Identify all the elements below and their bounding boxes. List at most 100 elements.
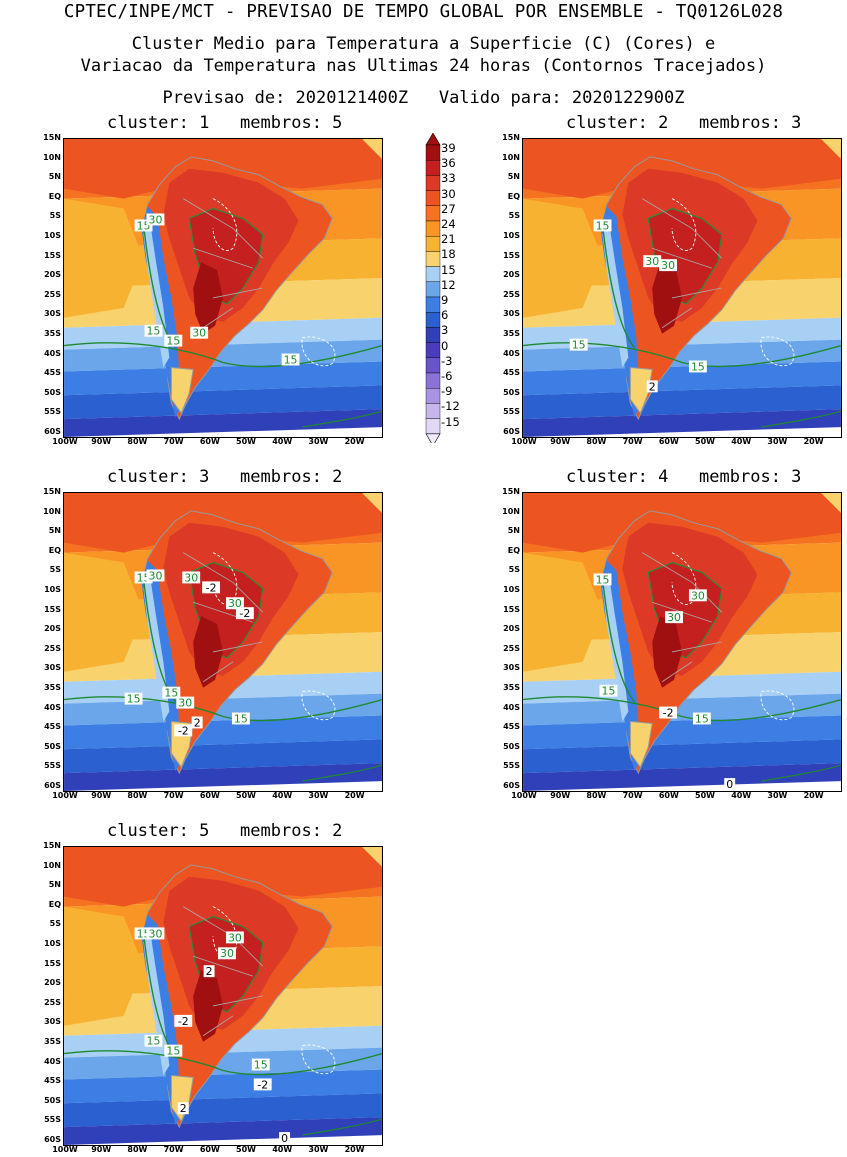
lat-label: 15S xyxy=(503,250,520,260)
contour-label-text: 15 xyxy=(166,1045,180,1058)
lat-label: 30S xyxy=(44,663,61,673)
lon-label: 100W xyxy=(52,791,78,800)
contour-label: 30 xyxy=(225,597,244,610)
contour-label: 30 xyxy=(190,327,209,340)
colorbar-label: -12 xyxy=(441,399,460,414)
lat-label: 50S xyxy=(44,387,61,397)
lon-label: 60W xyxy=(658,791,679,800)
contour-label-text: 30 xyxy=(192,327,206,340)
lon-label: 40W xyxy=(272,1145,293,1154)
lat-label: 25S xyxy=(44,643,61,653)
contour-label: -2 xyxy=(174,724,193,737)
lat-label: 30S xyxy=(503,309,520,319)
lat-label: 40S xyxy=(503,348,520,358)
colorbar-label: 27 xyxy=(441,201,456,216)
lat-label: 15N xyxy=(43,487,61,496)
lat-label: 45S xyxy=(503,722,520,732)
contour-label-text: 15 xyxy=(284,353,298,366)
lon-label: 50W xyxy=(236,437,256,446)
lat-label: 10S xyxy=(44,585,61,594)
lon-label: 40W xyxy=(272,437,293,446)
contour-label: 15 xyxy=(231,712,250,725)
lon-label: 60W xyxy=(658,437,679,446)
contour-label: 15 xyxy=(692,712,711,725)
contour-label-text: 15 xyxy=(147,1035,161,1048)
contour-label: 30 xyxy=(146,927,165,940)
contour-label: 30 xyxy=(182,571,201,584)
contour-label-text: 15 xyxy=(596,219,610,232)
contour-label: 15 xyxy=(688,360,707,373)
lat-label: 40S xyxy=(503,702,520,712)
lon-label: 30W xyxy=(308,1145,329,1154)
contour-label: -2 xyxy=(253,1078,272,1091)
lat-label: 15N xyxy=(43,133,61,142)
lon-label: 20W xyxy=(803,437,824,446)
lat-label: 55S xyxy=(44,407,61,417)
lat-label: EQ xyxy=(507,191,520,201)
contour-label-text: 15 xyxy=(695,712,709,725)
panel-4-title: cluster: 4 membros: 3 xyxy=(566,467,802,487)
lat-label: 20S xyxy=(503,270,520,280)
contour-label-text: 15 xyxy=(572,339,586,352)
contour-label-text: 30 xyxy=(228,597,242,610)
lon-label: 60W xyxy=(199,1145,220,1154)
panel-1-title: cluster: 1 membros: 5 xyxy=(107,113,343,133)
contour-label-text: 2 xyxy=(649,380,656,393)
lat-label: 55S xyxy=(503,761,520,771)
subtitle-line-1: Cluster Medio para Temperatura a Superfi… xyxy=(131,34,716,54)
lat-label: 15S xyxy=(44,250,61,260)
lon-label: 60W xyxy=(199,437,220,446)
lon-label: 100W xyxy=(52,1145,78,1154)
contour-label: 15 xyxy=(281,353,300,366)
panel-5-title: cluster: 5 membros: 2 xyxy=(107,821,343,841)
lat-label: 35S xyxy=(44,1037,61,1046)
lon-label: 80W xyxy=(586,437,607,446)
map-panel-cluster-1: 15 30 15 15 30 15 xyxy=(63,138,383,438)
lat-label: 35S xyxy=(44,683,61,692)
lat-label: 5N xyxy=(48,172,61,182)
lat-label: 5N xyxy=(507,172,520,182)
lat-label: 50S xyxy=(503,387,520,397)
lat-label: 15N xyxy=(43,841,61,850)
lat-label: 40S xyxy=(44,702,61,712)
contour-label-text: 15 xyxy=(602,685,616,698)
lat-label: 20S xyxy=(44,624,61,634)
contour-label: 30 xyxy=(176,697,195,710)
contour-label-text: 15 xyxy=(164,687,178,700)
lat-label: EQ xyxy=(48,545,61,555)
contour-label-text: -2 xyxy=(257,1078,268,1091)
lat-label: 45S xyxy=(44,1076,61,1086)
lat-label: 20S xyxy=(44,270,61,280)
colorbar-label: 30 xyxy=(441,186,456,201)
contour-label: 15 xyxy=(569,339,588,352)
contour-label-text: 2 xyxy=(206,965,213,978)
lat-label: 25S xyxy=(503,289,520,299)
contour-label: 15 xyxy=(124,693,143,706)
lon-label: 70W xyxy=(163,1145,184,1154)
lat-label: 5S xyxy=(49,919,61,929)
lat-label: EQ xyxy=(48,191,61,201)
contour-label-text: 15 xyxy=(596,573,610,586)
contour-label-text: 15 xyxy=(254,1059,268,1072)
contour-label: 15 xyxy=(162,687,181,700)
lon-label: 30W xyxy=(767,791,788,800)
lat-label: 60S xyxy=(44,781,61,790)
lon-label: 50W xyxy=(236,1145,256,1154)
lat-label: 45S xyxy=(503,368,520,378)
lat-label: EQ xyxy=(48,899,61,909)
colorbar-label: 39 xyxy=(441,141,456,155)
contour-label: 15 xyxy=(251,1059,270,1072)
panel-3-title: cluster: 3 membros: 2 xyxy=(107,467,343,487)
lon-label: 90W xyxy=(91,437,112,446)
lat-label: 60S xyxy=(44,1135,61,1144)
contour-label-text: 30 xyxy=(149,213,163,226)
contour-label: 30 xyxy=(225,931,244,944)
contour-label-text: 15 xyxy=(691,360,705,373)
colorbar-label: 12 xyxy=(441,277,456,292)
contour-label-text: 15 xyxy=(147,325,161,338)
contour-label-text: -2 xyxy=(206,581,217,594)
contour-label-text: 30 xyxy=(220,947,234,960)
lon-label: 20W xyxy=(344,791,365,800)
lat-label: 45S xyxy=(44,722,61,732)
colorbar-label: 24 xyxy=(441,217,456,231)
